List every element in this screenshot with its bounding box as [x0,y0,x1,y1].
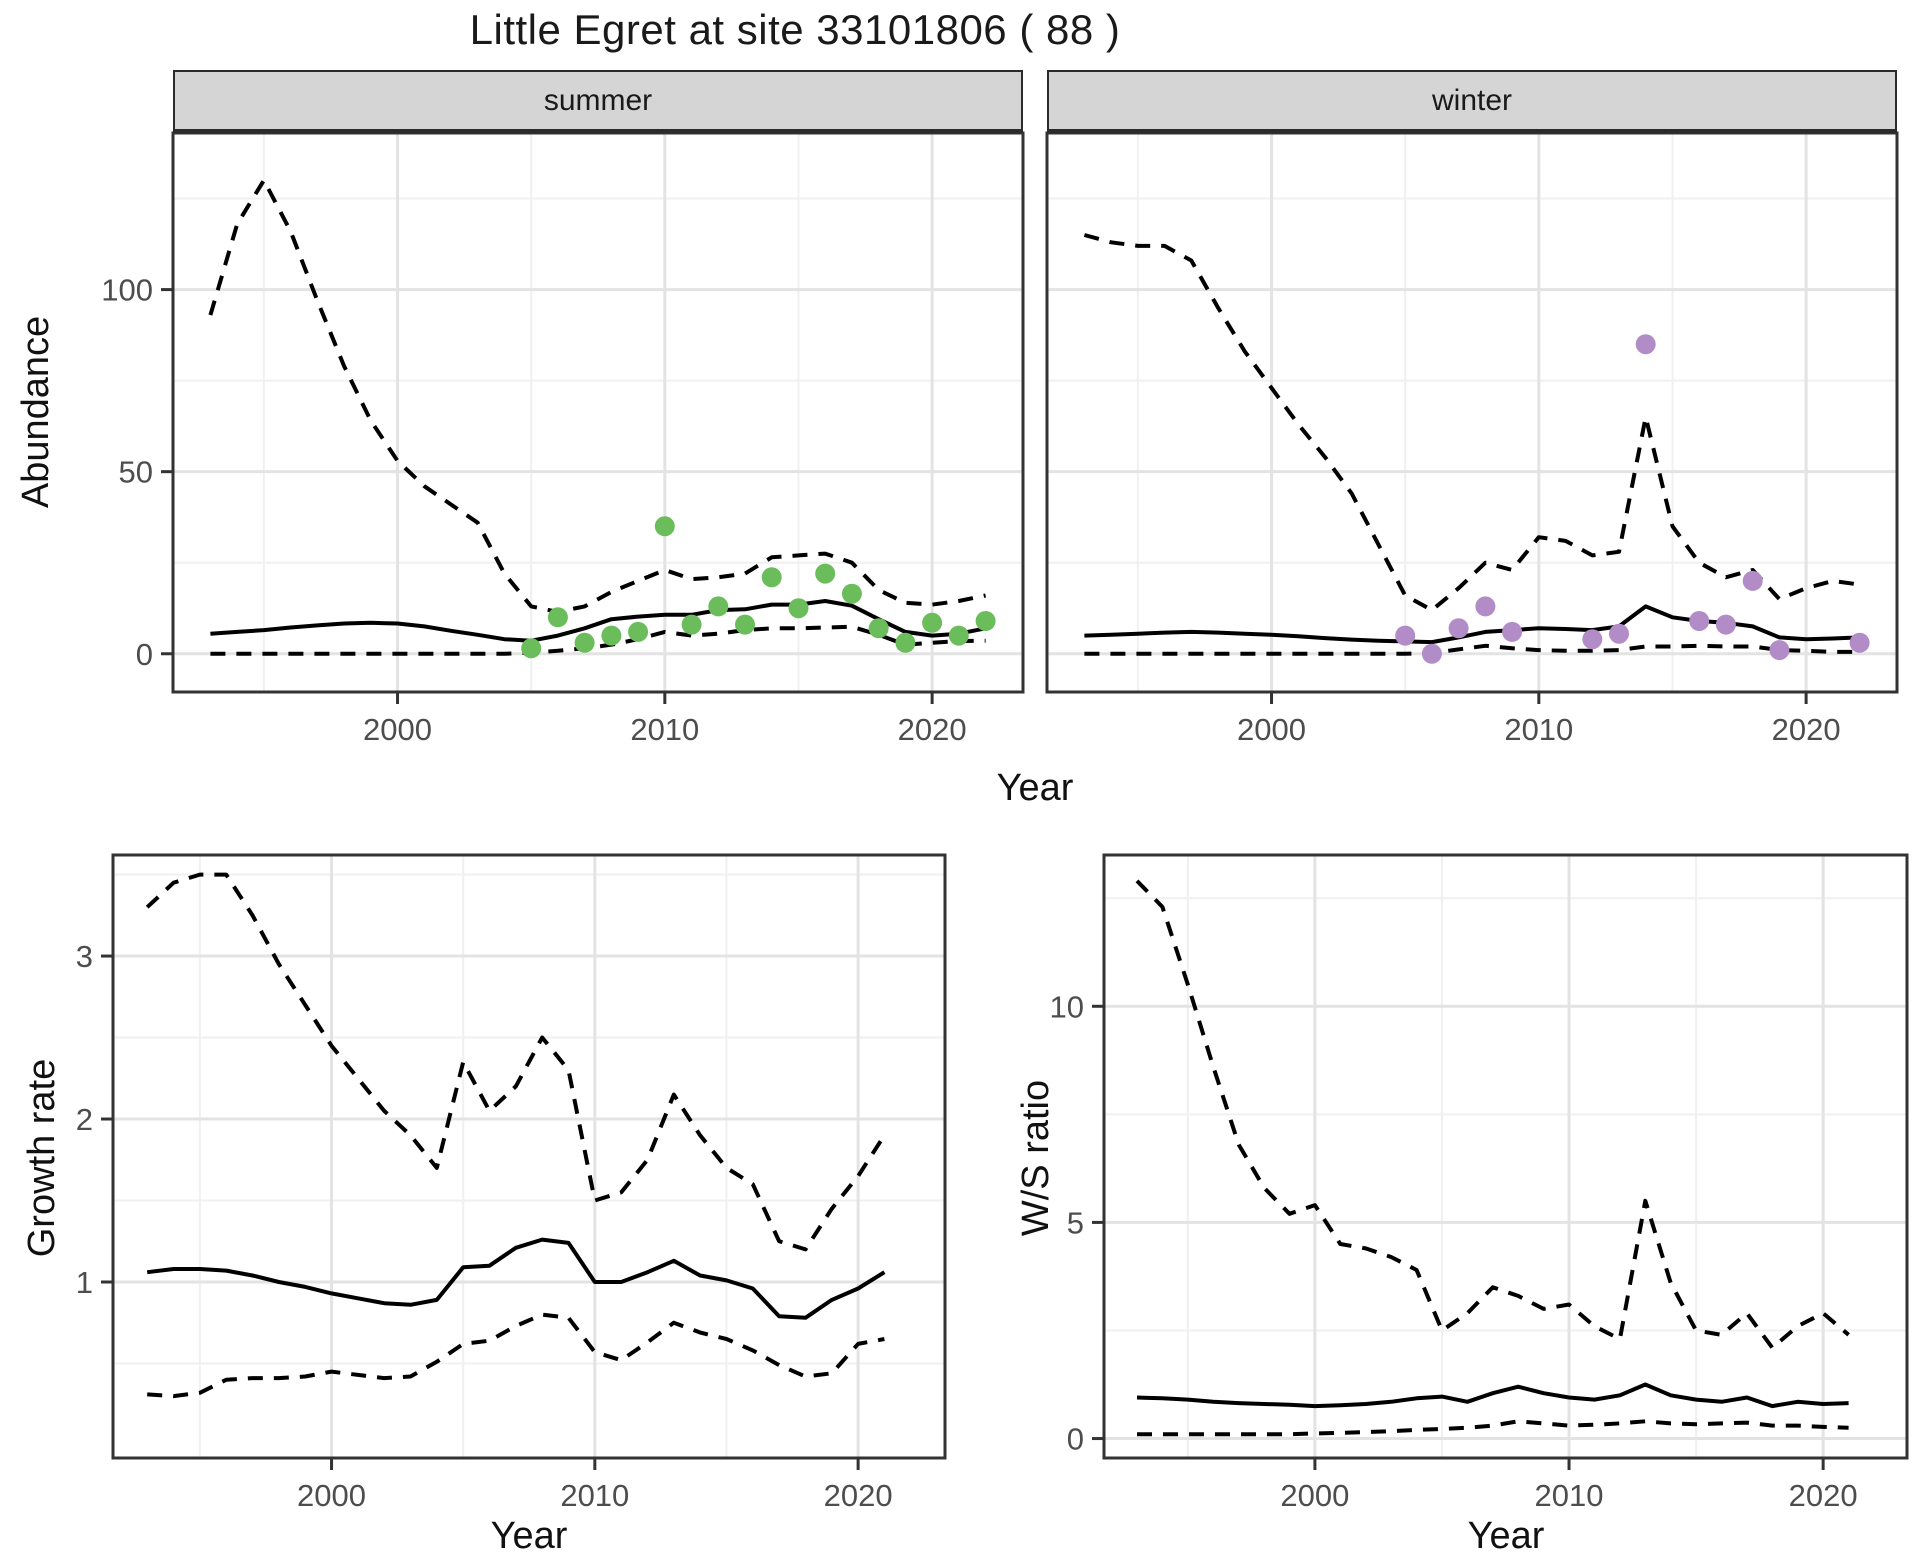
observation-point [654,516,675,537]
ws-ratio-axis-title: W/S ratio [1014,1079,1057,1237]
observation-point [895,632,916,653]
x-tick-label: 2010 [1535,1478,1604,1513]
y-tick-label: 0 [136,637,153,672]
upper-ci-line [145,872,887,1252]
y-tick-label: 1 [76,1265,93,1300]
facet-strip-summer-label: summer [543,83,653,117]
x-tick-label: 2020 [1789,1478,1858,1513]
x-tick-label: 2000 [1237,712,1306,747]
x-tick-label: 2000 [1280,1478,1349,1513]
observation-point [815,563,836,584]
observation-point [1475,596,1496,617]
lower-ci-line [1137,1419,1849,1437]
observation-point [547,607,568,628]
observation-point [1609,623,1629,644]
median-line [210,599,986,643]
upper-ci-line [1083,233,1860,613]
facet-strip-winter: winter [1047,70,1897,133]
x-tick-label: 2020 [824,1478,893,1513]
observation-point [521,638,542,659]
x-tick-label: 2010 [1504,712,1573,747]
growth-rate-panel: 2000 2010 2020 1 2 3 [76,853,947,1513]
observation-point [708,596,729,617]
x-tick-label: 2000 [363,712,432,747]
page-title: Little Egret at site 33101806 ( 88 ) [469,6,1121,53]
panel-border [1102,853,1909,1460]
observation-point [1582,629,1603,650]
winter-observations [1395,334,1870,664]
y-tick-label: 2 [76,1102,93,1137]
observation-point [841,583,862,604]
x-tick-label: 2010 [630,712,699,747]
x-tick-label: 2020 [898,712,967,747]
observation-point [868,618,889,639]
growth-rate-axis-title: Growth rate [20,1058,63,1258]
abundance-axis-title: Abundance [14,315,57,509]
observation-point [1849,632,1870,653]
x-tick-label: 2020 [1772,712,1841,747]
y-tick-label: 10 [1050,989,1084,1024]
observation-point [574,632,595,653]
facet-strip-summer: summer [173,70,1023,133]
panel-border [111,853,947,1460]
observation-point [1742,570,1763,591]
observation-point [975,611,996,631]
median-line [1136,1382,1849,1409]
observation-point [1448,618,1469,639]
observation-point [1689,611,1710,631]
observation-point [601,625,622,646]
y-tick-label: 50 [119,455,153,490]
observation-point [735,614,755,635]
panel-border [171,131,1025,694]
y-tick-label: 100 [101,273,153,308]
observation-point [1769,640,1790,661]
ws-year-axis-title: Year [1467,1514,1545,1557]
x-tick-label: 2010 [560,1478,629,1513]
observation-point [1715,614,1736,635]
y-tick-label: 0 [1067,1422,1084,1457]
winter-panel: 2000 2010 2020 [1045,131,1899,747]
observation-point [948,625,969,646]
summer-panel: 2000 2010 2020 0 50 100 [101,131,1025,747]
observation-point [1395,625,1416,646]
ws-ratio-panel: 2000 2010 2020 0 5 10 [1050,853,1909,1513]
observation-point [681,614,702,635]
top-year-axis-title: Year [996,766,1074,809]
facet-strip-winter-label: winter [1431,83,1513,117]
median-line [1084,604,1860,645]
observation-point [1502,621,1523,642]
growth-year-axis-title: Year [490,1514,568,1557]
upper-ci-line [1135,879,1850,1350]
upper-ci-line [208,178,987,614]
summer-observations [521,516,996,659]
observation-point [628,621,649,642]
observation-point [1421,643,1442,664]
y-tick-label: 3 [76,939,93,974]
y-tick-label: 5 [1067,1205,1084,1240]
observation-point [788,598,809,619]
panel-border [1045,131,1899,694]
observation-point [922,612,943,633]
median-line [146,1237,886,1320]
x-tick-label: 2000 [297,1478,366,1513]
lower-ci-line [147,1312,885,1399]
observation-point [761,567,782,588]
observation-point [1635,334,1656,355]
